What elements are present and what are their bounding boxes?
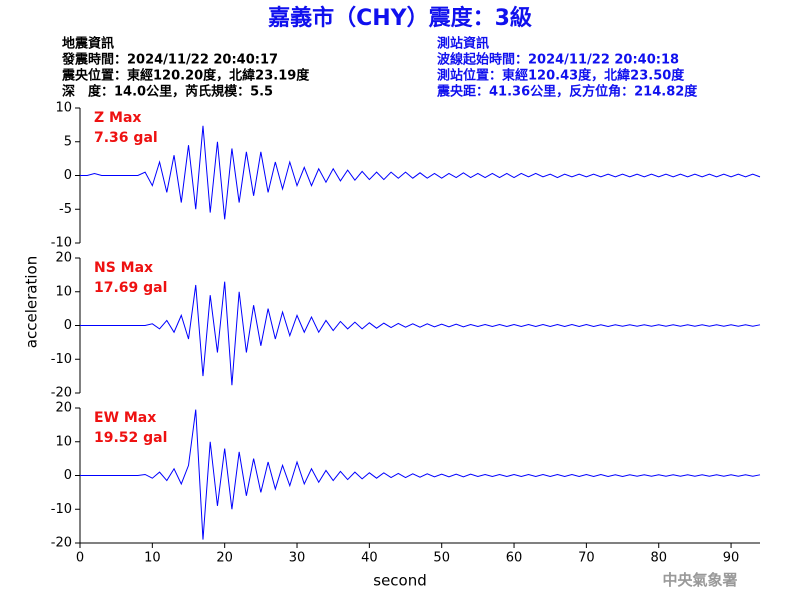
info-right: 測站位置：東經120.43度，北緯23.50度 bbox=[437, 68, 685, 84]
max-annotation: 19.52 gal bbox=[94, 430, 167, 446]
x-tick-label: 20 bbox=[216, 551, 233, 566]
y-tick-label: 20 bbox=[55, 401, 72, 416]
y-axis-label: acceleration bbox=[23, 256, 41, 348]
info-left: 震央位置：東經120.20度，北緯23.19度 bbox=[61, 68, 310, 84]
x-tick-label: 90 bbox=[723, 551, 740, 566]
y-tick-label: -10 bbox=[51, 502, 72, 517]
waveform bbox=[80, 409, 761, 540]
info-right: 波線起始時間：2024/11/22 20:40:18 bbox=[437, 52, 679, 68]
x-tick-label: 60 bbox=[506, 551, 523, 566]
y-tick-label: 10 bbox=[55, 434, 72, 449]
y-tick-label: 10 bbox=[55, 101, 72, 116]
max-annotation: Z Max bbox=[94, 110, 141, 126]
y-tick-label: -10 bbox=[51, 352, 72, 367]
info-right: 測站資訊 bbox=[437, 36, 489, 52]
y-tick-label: -10 bbox=[51, 236, 72, 251]
x-tick-label: 0 bbox=[76, 551, 84, 566]
x-tick-label: 80 bbox=[650, 551, 667, 566]
max-annotation: 7.36 gal bbox=[94, 130, 158, 146]
x-tick-label: 50 bbox=[433, 551, 450, 566]
x-tick-label: 70 bbox=[578, 551, 595, 566]
info-left: 深 度：14.0公里，芮氏規模：5.5 bbox=[62, 84, 273, 100]
x-tick-label: 40 bbox=[361, 551, 378, 566]
footer: 中央氣象署 bbox=[662, 571, 737, 589]
y-tick-label: -5 bbox=[59, 202, 72, 217]
y-tick-label: 0 bbox=[64, 318, 72, 333]
x-tick-label: 30 bbox=[289, 551, 306, 566]
y-tick-label: 10 bbox=[55, 284, 72, 299]
y-tick-label: 5 bbox=[64, 134, 72, 149]
waveform bbox=[80, 125, 761, 220]
title: 嘉義市（CHY）震度：3級 bbox=[268, 5, 532, 31]
y-tick-label: 20 bbox=[55, 251, 72, 266]
y-tick-label: -20 bbox=[51, 536, 72, 551]
info-left: 地震資訊 bbox=[62, 36, 114, 52]
info-left: 發震時間：2024/11/22 20:40:17 bbox=[61, 52, 278, 68]
max-annotation: NS Max bbox=[94, 260, 153, 276]
info-right: 震央距：41.36公里，反方位角：214.82度 bbox=[436, 84, 698, 100]
max-annotation: EW Max bbox=[94, 410, 156, 426]
x-tick-label: 10 bbox=[144, 551, 161, 566]
max-annotation: 17.69 gal bbox=[94, 280, 167, 296]
x-axis-label: second bbox=[373, 572, 427, 590]
y-tick-label: -20 bbox=[51, 386, 72, 401]
waveform bbox=[80, 281, 761, 386]
y-tick-label: 0 bbox=[64, 168, 72, 183]
y-tick-label: 0 bbox=[64, 468, 72, 483]
